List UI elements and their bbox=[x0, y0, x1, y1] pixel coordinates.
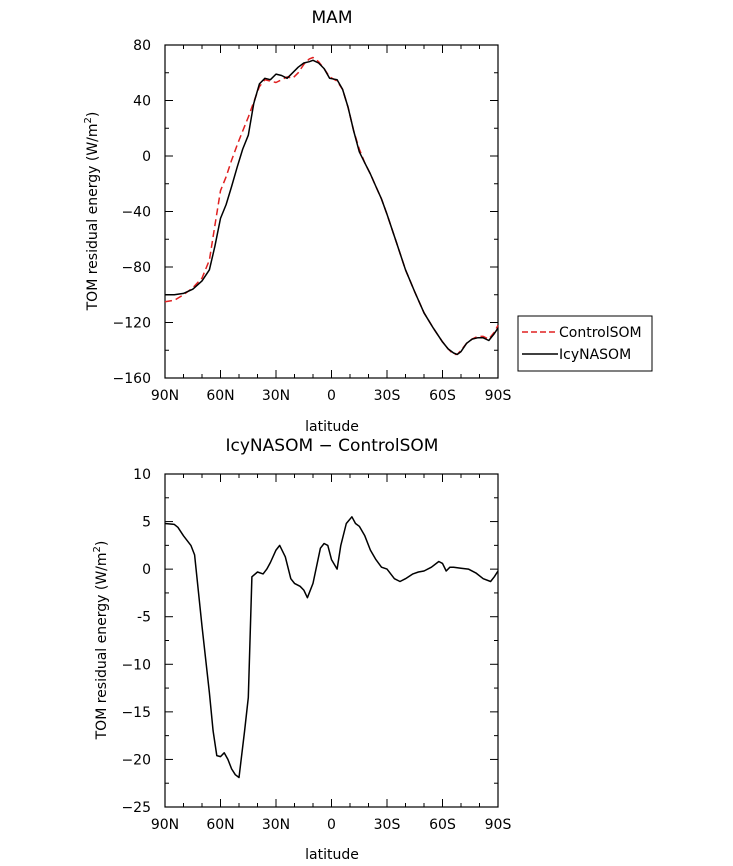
bottom-x-tick-label: 60N bbox=[206, 817, 234, 833]
top-x-tick-label: 60N bbox=[206, 388, 234, 404]
top-series-line-controlsom bbox=[164, 56, 499, 356]
top-x-tick-labels: 90N 60N 30N 0 30S 60S 90S bbox=[151, 388, 512, 404]
top-y-tick-label: −120 bbox=[113, 316, 151, 332]
bottom-x-tick-label: 90N bbox=[151, 817, 179, 833]
bottom-y-axis-label: TOM residual energy (W/m2) bbox=[92, 541, 110, 741]
top-panel-title: MAM bbox=[312, 8, 353, 28]
top-y-tick-labels: 80 40 0 −40 −80 −120 −160 bbox=[113, 38, 151, 387]
top-y-tick-label: 40 bbox=[133, 94, 151, 110]
legend-label-icynasom: IcyNASOM bbox=[559, 347, 631, 363]
bottom-y-tick-labels: 10 5 0 -5 −10 −15 −20 −25 bbox=[121, 467, 151, 816]
bottom-panel-difference: IcyNASOM − ControlSOM 90N 60N 30N 0 30S 60S 90… bbox=[92, 436, 511, 863]
top-x-tick-label: 90S bbox=[485, 388, 512, 404]
bottom-y-tick-label: −10 bbox=[121, 657, 151, 673]
top-x-tick-label: 30S bbox=[374, 388, 401, 404]
legend-label-controlsom: ControlSOM bbox=[559, 325, 642, 341]
bottom-plot-frame bbox=[164, 473, 499, 808]
top-x-tick-label: 30N bbox=[262, 388, 290, 404]
top-tick-marks bbox=[164, 44, 499, 379]
legend: ControlSOM IcyNASOM bbox=[517, 315, 653, 372]
top-x-tick-label: 0 bbox=[327, 388, 336, 404]
bottom-panel-title: IcyNASOM − ControlSOM bbox=[226, 436, 439, 456]
bottom-y-tick-label: 0 bbox=[142, 562, 151, 578]
bottom-y-tick-label: 10 bbox=[133, 467, 151, 483]
legend-box bbox=[517, 315, 653, 372]
top-x-axis-label: latitude bbox=[305, 419, 359, 435]
bottom-series-lines bbox=[164, 516, 499, 779]
bottom-x-tick-labels: 90N 60N 30N 0 30S 60S 90S bbox=[151, 817, 512, 833]
top-y-tick-label: 0 bbox=[142, 149, 151, 165]
top-panel-mam: MAM 90N 60N 30N 0 30S 60S 90S 80 40 0 −40 −80 −120 −… bbox=[83, 8, 653, 435]
bottom-x-tick-label: 90S bbox=[485, 817, 512, 833]
bottom-tick-marks bbox=[164, 473, 499, 808]
bottom-y-tick-label: -5 bbox=[137, 610, 151, 626]
top-y-tick-label: −80 bbox=[121, 260, 151, 276]
bottom-x-tick-label: 30N bbox=[262, 817, 290, 833]
bottom-y-tick-label: −20 bbox=[121, 752, 151, 768]
top-plot-frame bbox=[164, 44, 499, 379]
bottom-x-tick-label: 60S bbox=[429, 817, 456, 833]
top-series-lines bbox=[164, 56, 499, 356]
bottom-x-axis-label: latitude bbox=[305, 847, 359, 863]
bottom-y-tick-label: −15 bbox=[121, 705, 151, 721]
bottom-series-line-difference bbox=[164, 516, 499, 779]
bottom-x-tick-label: 30S bbox=[374, 817, 401, 833]
top-y-tick-label: −40 bbox=[121, 205, 151, 221]
bottom-y-tick-label: 5 bbox=[142, 515, 151, 531]
top-x-tick-label: 60S bbox=[429, 388, 456, 404]
top-x-tick-label: 90N bbox=[151, 388, 179, 404]
bottom-x-tick-label: 0 bbox=[327, 817, 336, 833]
bottom-y-tick-label: −25 bbox=[121, 800, 151, 816]
top-y-tick-label: −160 bbox=[113, 371, 151, 387]
top-series-line-icynasom bbox=[165, 59, 499, 356]
top-y-tick-label: 80 bbox=[133, 38, 151, 54]
top-y-axis-label: TOM residual energy (W/m2) bbox=[83, 112, 101, 312]
